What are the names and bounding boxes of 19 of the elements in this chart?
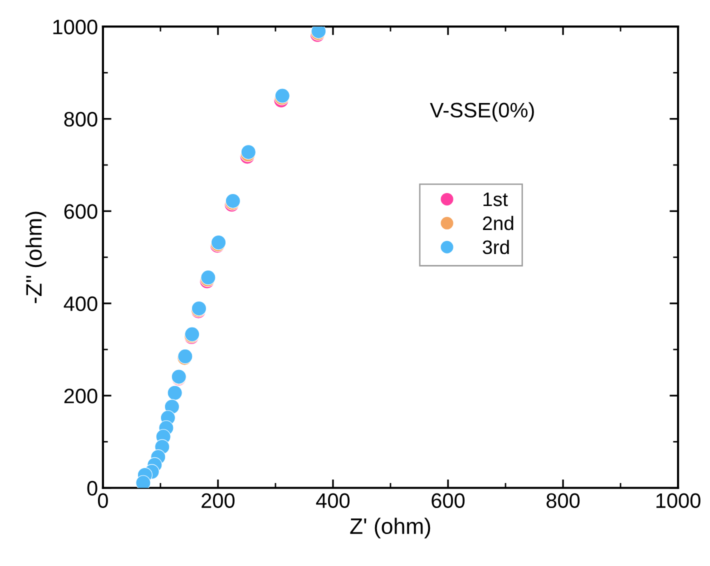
legend-label: 1st	[484, 192, 508, 206]
y-tick-label: 600	[64, 204, 98, 219]
x-tick-label: 0	[98, 493, 108, 508]
x-tick-label: 800	[546, 493, 580, 508]
x-tick-label: 200	[202, 493, 235, 508]
x-tick-label: 1000	[656, 493, 700, 508]
legend-label: 2nd	[482, 216, 514, 230]
y-axis-title: -Z'' (ohm)	[25, 212, 46, 304]
y-tick-label: 800	[64, 112, 98, 127]
annotation: V-SSE(0%)	[430, 102, 534, 122]
x-axis-title: Z' (ohm)	[350, 518, 430, 538]
y-tick-label: 1000	[53, 20, 98, 34]
y-tick-label: 400	[64, 296, 98, 312]
y-tick-label: 0	[87, 480, 98, 496]
legend-label: 3rd	[482, 240, 509, 254]
point	[167, 385, 182, 400]
x-tick-label: 600	[432, 493, 465, 508]
y-tick-label: 200	[64, 388, 98, 404]
x-tick-label: 400	[316, 493, 350, 508]
